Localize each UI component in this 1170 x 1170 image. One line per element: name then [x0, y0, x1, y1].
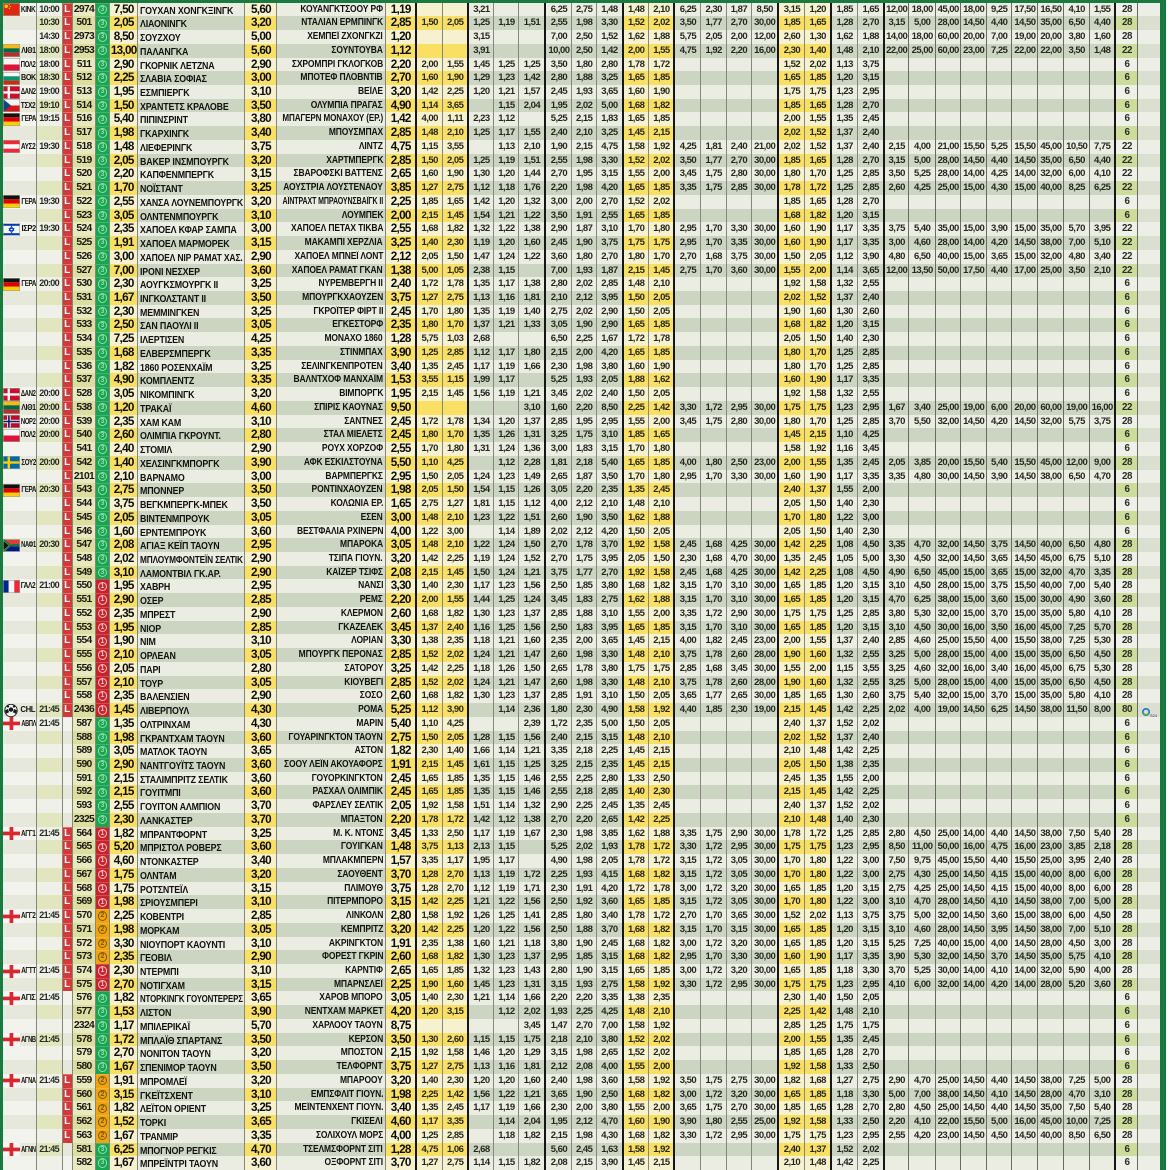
svg-text:S24: S24	[1150, 713, 1158, 718]
